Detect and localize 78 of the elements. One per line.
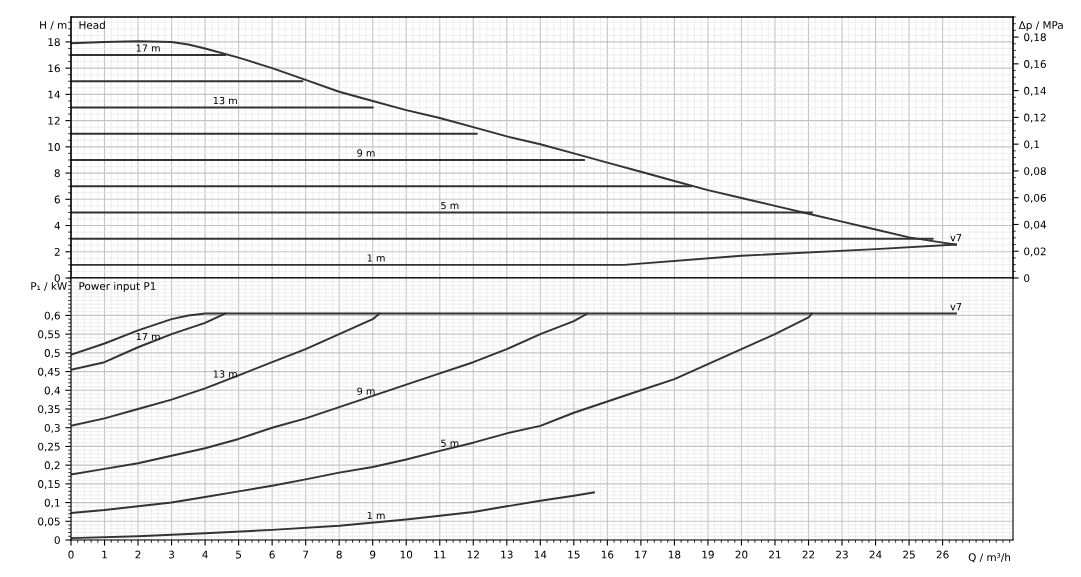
y2-tick-label: 0,02 [1024,247,1046,257]
y2-tick-label: 0,18 [1024,33,1046,43]
x-tick-label: 2 [135,550,141,559]
x-tick-label: 24 [869,550,882,559]
x-tick-label: 6 [269,550,275,559]
x-tick-label: 9 [370,550,376,559]
chart-title: Power input P1 [79,281,156,293]
y-tick-label: 14 [48,90,60,99]
annotation: 5 m [441,439,459,447]
y2-tick-label: 0,08 [1024,167,1046,177]
chart-title: Head [79,20,105,29]
x-tick-label: 7 [303,550,309,559]
y-tick-label: 0,3 [44,423,60,433]
x-tick-label: 16 [601,550,614,559]
y-tick-label: 6 [54,195,60,204]
y-tick-label: 0,4 [44,386,60,396]
y-tick-label: 10 [48,143,60,151]
x-tick-label: 11 [434,550,446,559]
x-tick-label: 8 [336,550,342,559]
x-axis-title: Q / m³/h [968,553,1011,563]
y2-tick-label: 0,14 [1024,86,1047,96]
x-tick-label: 17 [635,550,647,559]
x-tick-label: 26 [936,550,949,559]
x-tick-label: 21 [769,550,781,559]
y2-tick-label: 0,16 [1024,60,1046,70]
annotation: 17 m [136,44,160,52]
y-tick-label: 0 [54,274,60,283]
y-tick-label: 0,35 [38,405,60,415]
x-tick-label: 25 [903,550,915,559]
y-tick-label: 0,2 [44,461,60,471]
x-tick-label: 14 [534,550,547,559]
x-tick-label: 20 [735,550,748,559]
y2-tick-label: 0 [1024,274,1030,283]
y2-axis-title: Δp / MPa [1018,21,1063,31]
y2-tick-label: 0,04 [1024,220,1047,230]
y-tick-label: 0,15 [38,480,60,490]
y-tick-label: 0 [54,536,60,545]
x-tick-label: 12 [467,550,479,559]
x-tick-label: 19 [702,550,714,559]
annotation: 1 m [367,511,385,519]
annotation: 9 m [357,387,375,395]
y-tick-label: 8 [54,169,60,178]
x-tick-label: 0 [68,550,74,559]
y-tick-label: 0,1 [44,498,60,508]
x-tick-label: 22 [802,550,815,559]
y2-tick-label: 0,06 [1024,193,1046,203]
y-axis-title: H / m [40,21,67,30]
y-tick-label: 0,55 [38,330,60,340]
y-tick-label: 18 [48,38,60,47]
x-tick-label: 23 [836,550,848,559]
y-tick-label: 0,5 [44,349,60,359]
y-tick-label: 0,45 [38,367,60,377]
annotation: 13 m [213,370,237,378]
annotation: 1 m [367,254,385,262]
annotation: v7 [950,234,962,242]
annotation: v7 [950,303,962,311]
x-tick-label: 18 [668,550,681,559]
y2-tick-label: 0,1 [1024,140,1040,150]
annotation: 13 m [213,96,237,105]
x-tick-label: 10 [400,550,413,559]
x-tick-label: 15 [568,550,580,559]
x-tick-label: 5 [236,550,242,559]
x-tick-label: 13 [501,550,513,559]
annotation: 9 m [357,149,375,157]
annotation: 5 m [441,201,459,210]
y-tick-label: 12 [48,116,60,125]
y-tick-label: 2 [54,248,60,256]
y-tick-label: 0,6 [44,311,60,321]
y2-tick-label: 0,12 [1024,113,1046,123]
y-tick-label: 4 [54,221,60,230]
y-tick-label: 16 [48,64,60,73]
y-tick-label: 0,05 [38,517,60,527]
y-tick-label: 0,25 [38,442,60,452]
y-axis-title: P₁ / kW [31,281,67,291]
x-tick-label: 4 [202,550,208,559]
x-tick-label: 1 [102,550,107,559]
x-tick-label: 3 [169,550,175,559]
annotation: 17 m [136,333,160,341]
